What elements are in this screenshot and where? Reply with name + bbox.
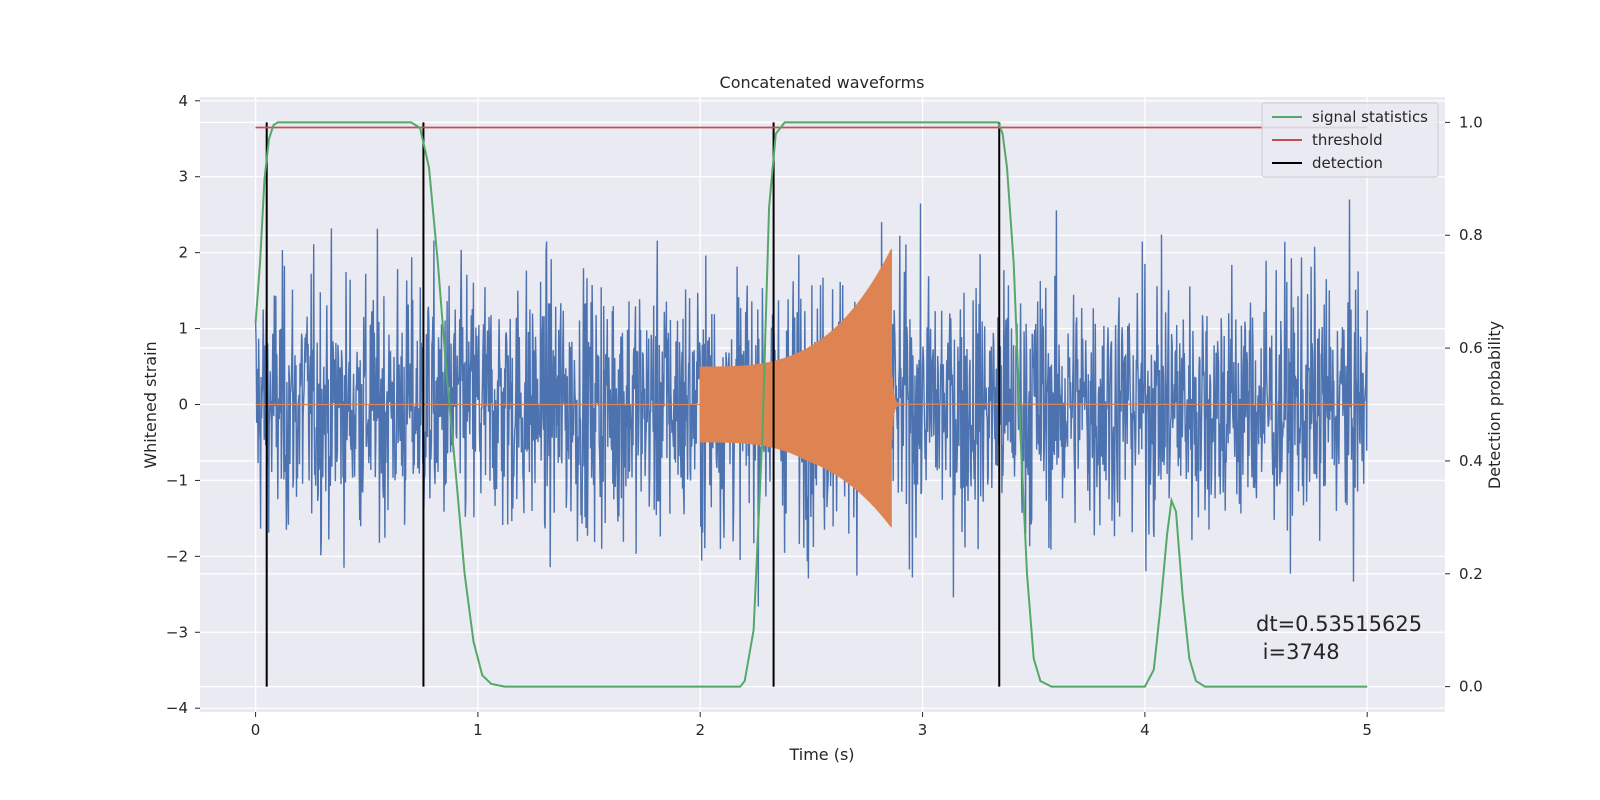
signal-statistics-series — [254, 121, 1368, 688]
signal-statistics-line — [254, 121, 1368, 688]
y2-tick-label: 0.0 — [1459, 678, 1483, 696]
y-tick-label: 4 — [178, 92, 188, 110]
x-axis-ticks: 0 1 2 3 4 5 — [251, 712, 1372, 739]
legend-label-threshold: threshold — [1312, 131, 1383, 149]
y-tick-label: 2 — [178, 244, 188, 262]
x-tick-label: 5 — [1362, 721, 1372, 739]
y2-tick-label: 1.0 — [1459, 113, 1483, 131]
legend-label-detection: detection — [1312, 154, 1383, 172]
y2-axis-ticks: 0.0 0.2 0.4 0.6 0.8 1.0 — [1445, 113, 1483, 696]
injected-chirp-series — [255, 248, 1368, 528]
y-tick-label: −4 — [166, 699, 188, 717]
y2-tick-label: 0.6 — [1459, 339, 1483, 357]
y2-tick-label: 0.4 — [1459, 452, 1483, 470]
y-axis-label: Whitened strain — [141, 341, 160, 468]
y-tick-label: 1 — [178, 320, 188, 338]
x-tick-label: 2 — [695, 721, 705, 739]
x-tick-label: 1 — [473, 721, 483, 739]
injected-chirp-line — [255, 248, 1368, 528]
y-axis-ticks: −4 −3 −2 −1 0 1 2 3 4 — [166, 92, 200, 717]
x-tick-label: 3 — [918, 721, 928, 739]
annotation-index: i=3748 — [1256, 640, 1340, 664]
y2-axis-label: Detection probability — [1485, 321, 1504, 489]
annotation-dt: dt=0.53515625 — [1256, 612, 1422, 636]
legend-box — [1261, 102, 1439, 178]
x-tick-label: 4 — [1140, 721, 1150, 739]
chart-title: Concatenated waveforms — [720, 73, 925, 92]
y-tick-label: −2 — [166, 547, 188, 565]
y-tick-label: −3 — [166, 623, 188, 641]
legend: signal statistics threshold detection — [1261, 102, 1439, 178]
legend-label-signal-statistics: signal statistics — [1312, 108, 1428, 126]
y-tick-label: −1 — [166, 471, 188, 489]
y2-tick-label: 0.2 — [1459, 565, 1483, 583]
y-tick-label: 3 — [178, 168, 188, 186]
y-tick-label: 0 — [178, 396, 188, 414]
detection-lines — [265, 122, 1001, 687]
y2-tick-label: 0.8 — [1459, 226, 1483, 244]
x-axis-label: Time (s) — [788, 745, 854, 764]
x-tick-label: 0 — [251, 721, 261, 739]
